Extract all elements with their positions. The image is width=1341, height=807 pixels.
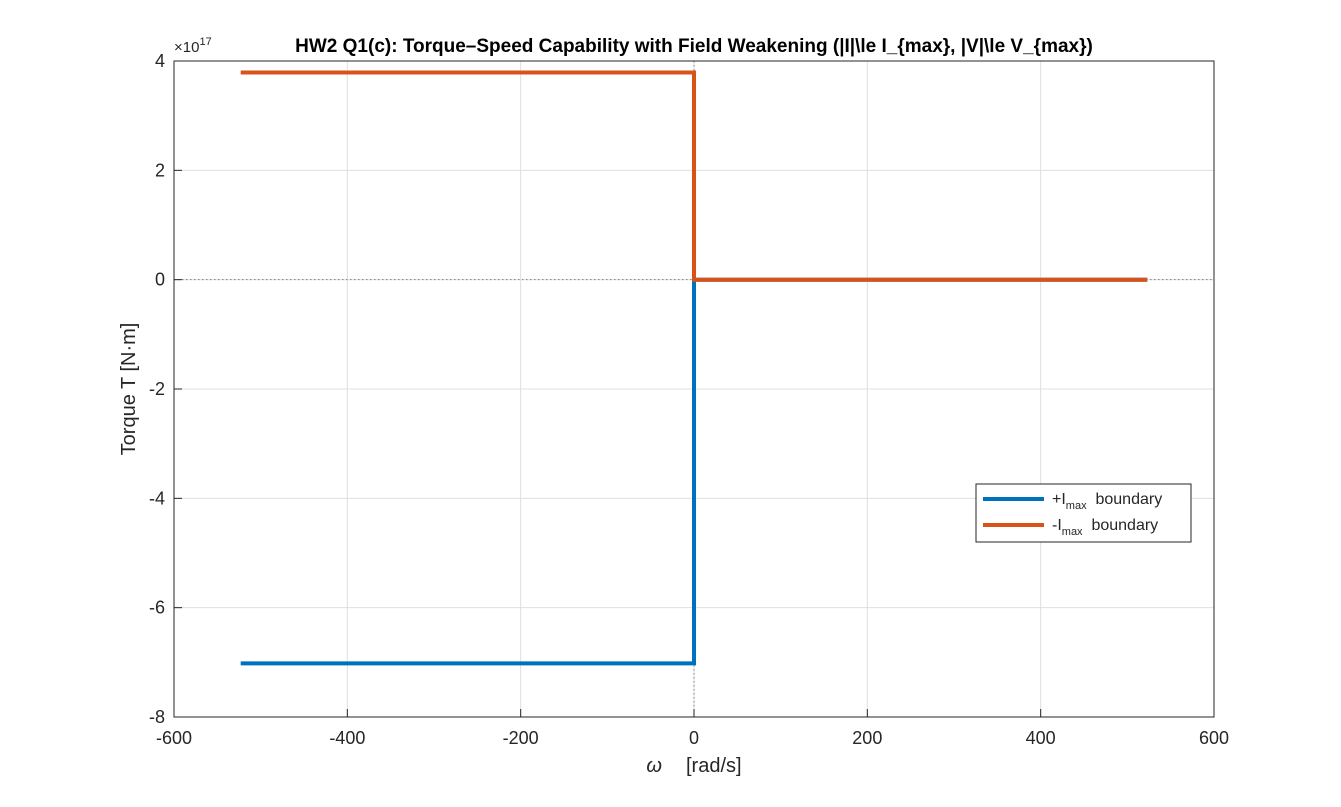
x-tick-label: -600 (156, 728, 192, 748)
x-ticks: -600 -400 -200 0 200 400 600 (156, 709, 1229, 748)
y-tick-label: -4 (149, 488, 165, 508)
legend-label-minus-imax: -Imax boundary (1052, 517, 1158, 538)
x-tick-label: 0 (689, 728, 699, 748)
chart-title: HW2 Q1(c): Torque–Speed Capability with … (295, 36, 1093, 57)
y-exponent-label: ×1017 (174, 36, 212, 56)
legend: +Imax boundary -Imax boundary (975, 483, 1192, 543)
y-tick-label: -8 (149, 707, 165, 727)
legend-box (975, 483, 1192, 543)
series-lines (240, 70, 1148, 666)
y-axis-label: Torque T [N·m] (118, 323, 140, 456)
x-tick-label: -400 (329, 728, 365, 748)
y-tick-label: 2 (155, 160, 165, 180)
y-tick-label: -6 (149, 598, 165, 618)
series-line-minus-imax (240, 70, 1148, 282)
x-tick-label: -200 (503, 728, 539, 748)
legend-label-plus-imax: +Imax boundary (1052, 491, 1162, 512)
y-tick-label: 4 (155, 51, 165, 71)
x-tick-label: 600 (1199, 728, 1229, 748)
x-axis-label: ω [rad/s] (646, 755, 741, 777)
y-ticks: -8 -6 -4 -2 0 2 4 (149, 51, 182, 727)
series-line-plus-imax (240, 277, 1148, 666)
y-tick-label: -2 (149, 379, 165, 399)
x-tick-label: 200 (852, 728, 882, 748)
y-tick-label: 0 (155, 270, 165, 290)
x-tick-label: 400 (1026, 728, 1056, 748)
